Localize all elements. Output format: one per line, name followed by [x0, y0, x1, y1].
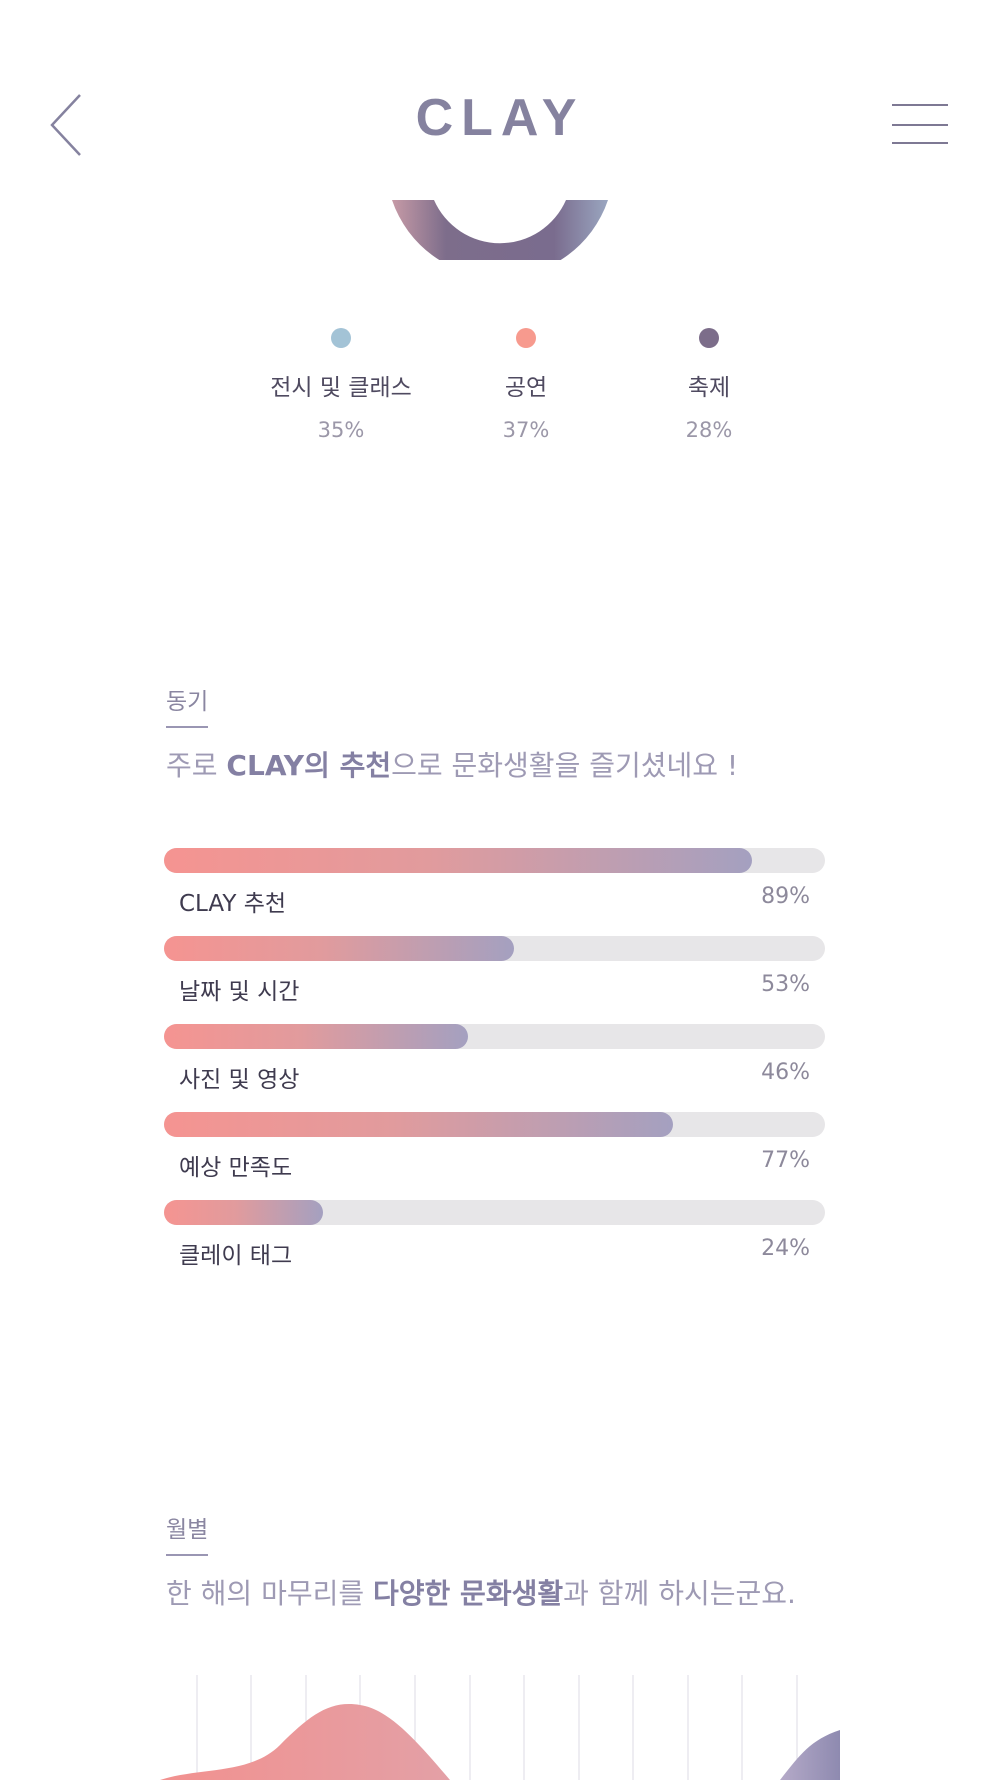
legend-label: 전시 및 클래스 — [270, 375, 412, 401]
headline-emphasis: CLAY의 추천 — [226, 749, 392, 782]
legend-item: 전시 및 클래스 35% — [241, 328, 441, 442]
bar-value: 46% — [761, 1060, 810, 1085]
bar-fill — [164, 1024, 469, 1049]
bar-track — [164, 1200, 825, 1225]
bar-label: 날짜 및 시간 — [179, 979, 300, 1005]
legend-label: 공연 — [504, 375, 548, 401]
motivation-section-tag: 동기 — [166, 682, 209, 728]
legend-dot — [699, 328, 719, 348]
monthly-headline: 한 해의 마무리를 다양한 문화생활과 함께 하시는군요. — [166, 1572, 796, 1612]
bar-track — [164, 1112, 825, 1137]
monthly-section-tag: 월별 — [166, 1510, 209, 1556]
headline-text: 과 함께 하시는군요. — [563, 1577, 796, 1610]
bar-value: 53% — [761, 972, 810, 997]
legend-label: 축제 — [687, 375, 731, 401]
legend-percent: 28% — [685, 418, 733, 442]
legend-item: 공연 37% — [426, 328, 626, 442]
monthly-area-chart — [160, 1675, 840, 1780]
bar-label: 클레이 태그 — [179, 1243, 293, 1269]
bar-fill — [164, 848, 753, 873]
bar-value: 24% — [761, 1236, 810, 1261]
headline-text: 한 해의 마무리를 — [166, 1577, 374, 1610]
motivation-bar: 예상 만족도 77% — [164, 1112, 825, 1192]
legend-dot — [516, 328, 536, 348]
motivation-bar: 클레이 태그 24% — [164, 1200, 825, 1280]
menu-line-icon — [892, 124, 948, 126]
legend-item: 축제 28% — [609, 328, 809, 442]
legend-percent: 35% — [317, 418, 365, 442]
bar-fill — [164, 1200, 323, 1225]
app-logo: CLAY — [415, 89, 585, 147]
headline-text: 으로 문화생활을 즐기셨네요 ! — [391, 749, 739, 782]
category-donut-chart — [370, 200, 630, 260]
bar-track — [164, 936, 825, 961]
bar-fill — [164, 936, 515, 961]
bar-label: 사진 및 영상 — [179, 1067, 300, 1093]
legend-dot — [331, 328, 351, 348]
back-button[interactable] — [40, 90, 90, 160]
headline-emphasis: 다양한 문화생활 — [373, 1577, 564, 1610]
bar-fill — [164, 1112, 673, 1137]
bar-label: CLAY 추천 — [179, 891, 287, 917]
bar-value: 89% — [761, 884, 810, 909]
hamburger-menu-button[interactable] — [892, 100, 952, 148]
chevron-left-icon — [50, 94, 81, 156]
motivation-bar: 날짜 및 시간 53% — [164, 936, 825, 1016]
bar-value: 77% — [761, 1148, 810, 1173]
bar-track — [164, 848, 825, 873]
motivation-bar: CLAY 추천 89% — [164, 848, 825, 928]
menu-line-icon — [892, 104, 948, 106]
bar-track — [164, 1024, 825, 1049]
menu-line-icon — [892, 142, 948, 144]
motivation-headline: 주로 CLAY의 추천으로 문화생활을 즐기셨네요 ! — [166, 744, 738, 784]
headline-text: 주로 — [166, 749, 227, 782]
legend-percent: 37% — [502, 418, 550, 442]
bar-label: 예상 만족도 — [179, 1155, 293, 1181]
app-header: CLAY — [0, 0, 1000, 200]
motivation-bar: 사진 및 영상 46% — [164, 1024, 825, 1104]
